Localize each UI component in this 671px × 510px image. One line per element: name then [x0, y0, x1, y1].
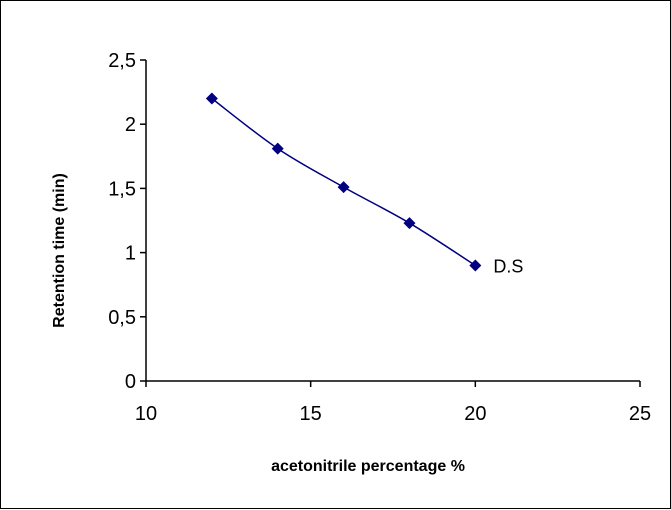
x-axis-ticks: 10 15 20 25	[135, 381, 651, 425]
y-tick-label: 0,5	[108, 307, 136, 329]
y-tick-label: 0	[125, 371, 136, 393]
data-point-marker	[469, 259, 482, 272]
x-tick-label: 10	[135, 403, 157, 425]
series-label: D.S	[493, 256, 523, 276]
y-axis-ticks: 0 0,5 1 1,5 2 2,5	[108, 50, 146, 393]
data-point-marker	[403, 217, 416, 230]
x-tick-label: 20	[464, 403, 486, 425]
x-tick-label: 25	[629, 403, 651, 425]
axes	[145, 60, 640, 382]
data-point-marker	[205, 92, 218, 105]
series-layer: D.S	[205, 92, 523, 276]
data-point-marker	[337, 181, 350, 194]
x-tick-label: 15	[300, 403, 322, 425]
y-tick-label: 1	[125, 243, 136, 265]
y-tick-label: 2	[125, 114, 136, 136]
data-point-marker	[271, 142, 284, 155]
y-tick-label: 1,5	[108, 178, 136, 200]
x-axis-title: acetonitrile percentage %	[271, 458, 465, 475]
y-tick-label: 2,5	[108, 50, 136, 72]
y-axis-title: Retention time (min)	[51, 173, 68, 328]
